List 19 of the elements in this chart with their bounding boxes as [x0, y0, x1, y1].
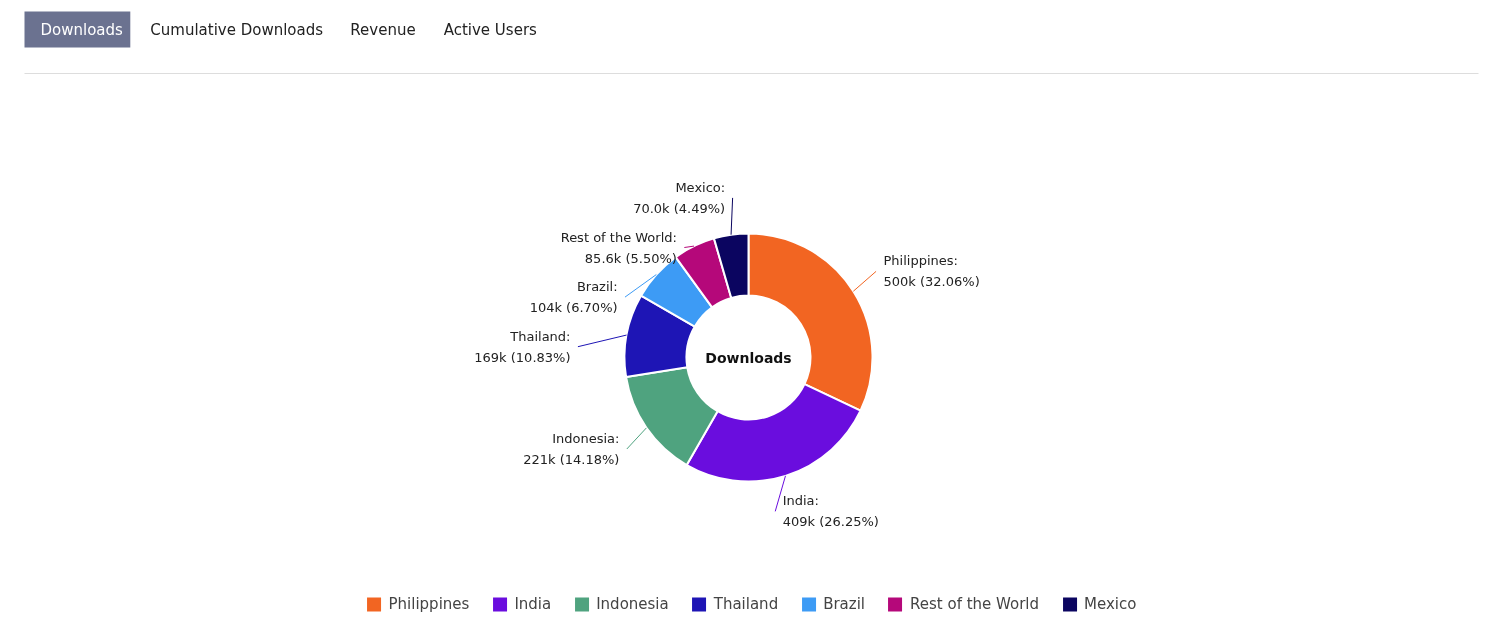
data-label: Thailand: 169k (10.83%) — [474, 328, 571, 365]
legend-label: Indonesia — [596, 595, 669, 613]
text: Active Users — [443, 20, 538, 39]
text: Downloads — [705, 349, 792, 366]
legend-label: Brazil — [823, 595, 866, 613]
legend-label: India — [514, 595, 552, 613]
legend-label: Philippines — [388, 595, 470, 613]
data-label: Brazil: 104k (6.70%) — [529, 279, 618, 316]
data-label: Philippines: 500k (32.06%) — [883, 253, 980, 290]
data-label: Mexico: 70.0k (4.49%) — [633, 179, 726, 216]
text: Revenue — [350, 20, 416, 39]
data-label: India: 409k (26.25%) — [782, 493, 879, 530]
data-label: Rest of the World: 85.6k (5.50%) — [560, 229, 677, 266]
legend-label: Rest of the World — [910, 595, 1040, 613]
legend-label: Mexico — [1084, 595, 1137, 613]
text: Downloads — [40, 20, 124, 39]
data-label: Indonesia: 221k (14.18%) — [523, 431, 620, 467]
text: Cumulative Downloads — [150, 20, 324, 39]
legend-label: Thailand — [713, 595, 779, 613]
